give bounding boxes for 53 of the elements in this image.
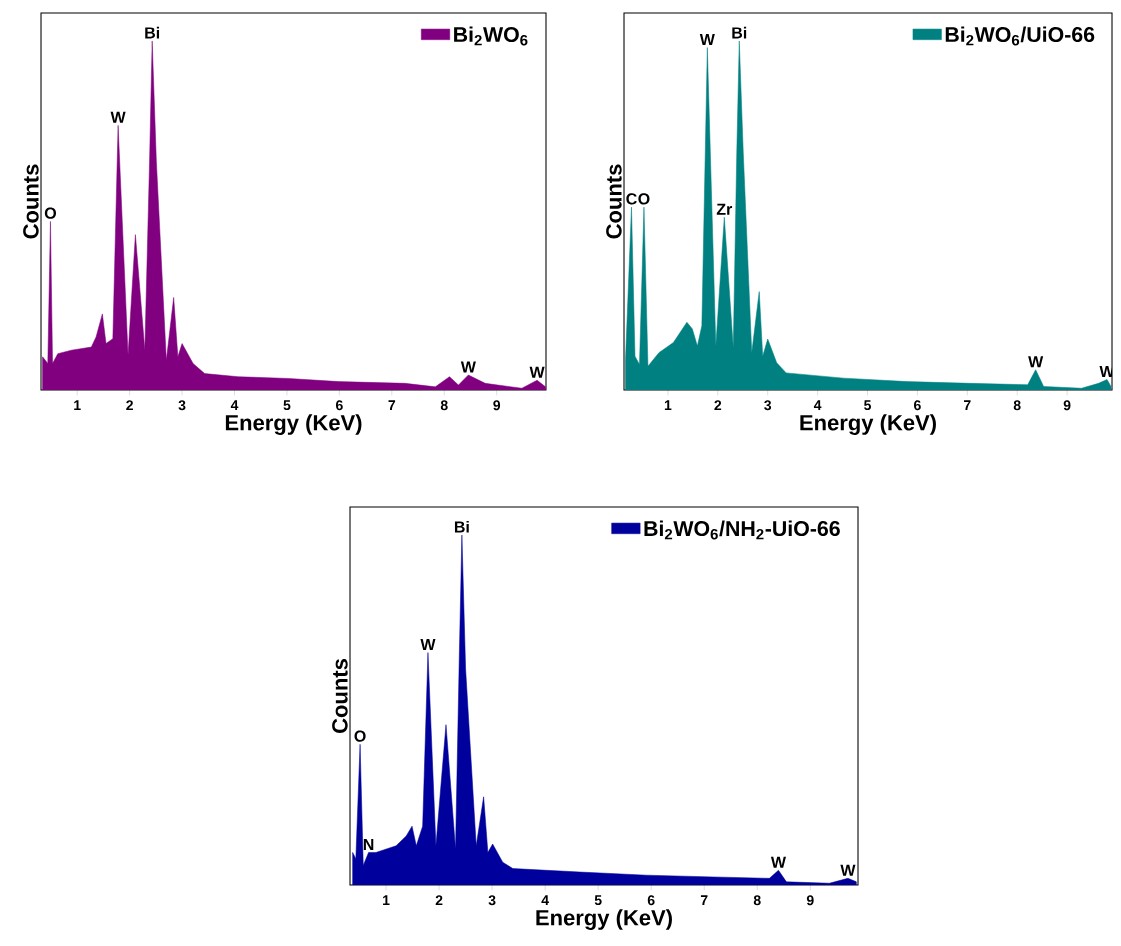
annotation: N bbox=[363, 838, 374, 850]
x-tick-label: 9 bbox=[1063, 400, 1071, 411]
annotation: Bi bbox=[454, 520, 469, 533]
annotation: W bbox=[529, 366, 545, 378]
x-tick-label: 7 bbox=[388, 400, 396, 410]
annotation: W bbox=[110, 111, 126, 123]
x-tick-label: 7 bbox=[964, 400, 971, 410]
annotation: W bbox=[770, 856, 786, 868]
y-axis-title: Counts bbox=[332, 659, 348, 733]
x-tick-label: 2 bbox=[435, 895, 443, 906]
x-tick-label: 3 bbox=[764, 400, 772, 411]
x-tick-label: 5 bbox=[594, 895, 602, 906]
x-tick-label: 8 bbox=[440, 400, 448, 411]
x-tick-label: 9 bbox=[806, 895, 814, 906]
x-tick-label: 4 bbox=[230, 400, 239, 410]
x-tick-label: 2 bbox=[714, 400, 722, 411]
annotation: Bi bbox=[732, 26, 747, 39]
x-tick-label: 6 bbox=[914, 400, 921, 411]
x-tick-label: 1 bbox=[74, 400, 81, 410]
x-axis-title: Energy (KeV) bbox=[225, 414, 362, 435]
x-tick-label: 1 bbox=[664, 400, 672, 410]
x-tick-label: 8 bbox=[753, 895, 761, 906]
x-axis-title: Energy (KeV) bbox=[536, 909, 672, 930]
annotation: W bbox=[460, 361, 476, 373]
annotation: W bbox=[420, 639, 436, 651]
x-tick-label: 4 bbox=[813, 400, 822, 410]
x-tick-label: 6 bbox=[647, 895, 655, 906]
x-axis-title: Energy (KeV) bbox=[800, 414, 936, 435]
legend-label: Bi$_{2}$WO$_{6}$/UiO-66 bbox=[945, 26, 1095, 46]
annotation: W bbox=[1028, 356, 1044, 368]
annotation: O bbox=[638, 193, 650, 205]
y-axis-title: Counts bbox=[606, 164, 622, 239]
y-axis-title: Counts bbox=[23, 164, 39, 239]
annotation: C bbox=[626, 193, 637, 205]
x-tick-label: 5 bbox=[864, 400, 871, 411]
x-tick-label: 5 bbox=[283, 400, 291, 411]
x-tick-label: 3 bbox=[178, 400, 186, 411]
legend-label: Bi$_{2}$WO$_{6}$ bbox=[454, 26, 528, 46]
legend-label: Bi$_{2}$WO$_{6}$/NH$_{2}$-UiO-66 bbox=[644, 520, 840, 540]
annotation: W bbox=[699, 34, 715, 46]
x-tick-label: 7 bbox=[700, 895, 708, 905]
annotation: W bbox=[840, 864, 856, 876]
annotation: O bbox=[44, 207, 56, 219]
x-tick-label: 1 bbox=[383, 895, 390, 905]
x-tick-label: 3 bbox=[488, 895, 496, 906]
annotation: Bi bbox=[145, 26, 160, 39]
x-tick-label: 9 bbox=[493, 400, 501, 411]
x-tick-label: 8 bbox=[1013, 400, 1021, 411]
x-tick-label: 2 bbox=[126, 400, 133, 411]
x-tick-label: 4 bbox=[541, 895, 549, 905]
x-tick-label: 6 bbox=[336, 400, 343, 411]
annotation: Zr bbox=[716, 203, 733, 215]
annotation: O bbox=[354, 730, 366, 742]
